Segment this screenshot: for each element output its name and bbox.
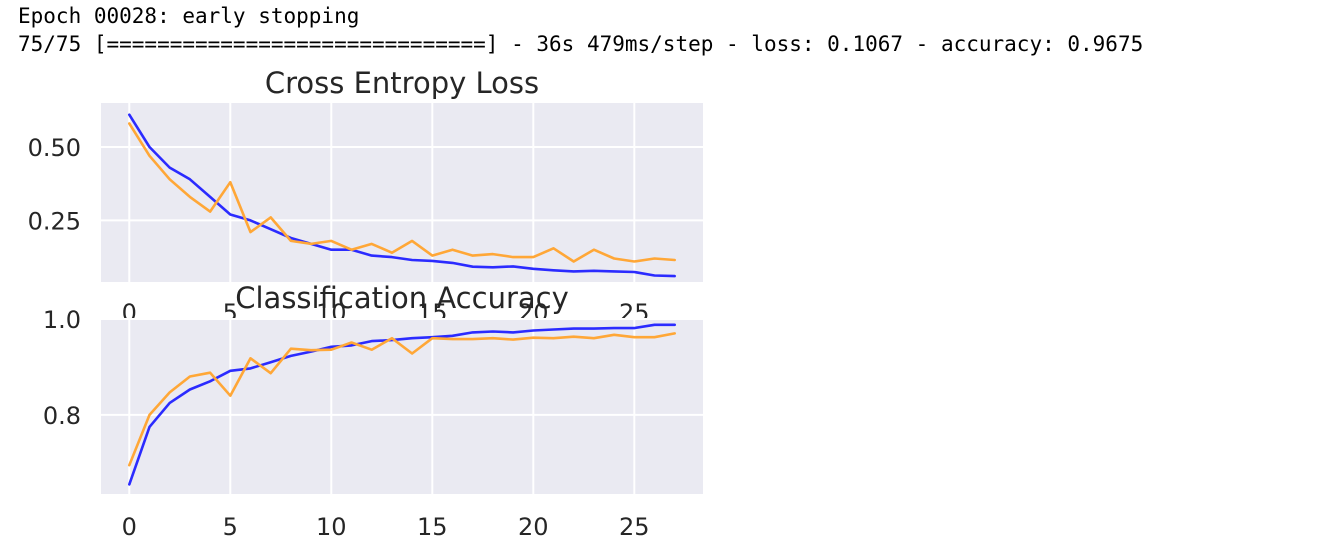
loss-y-tick-label: 0.25 (28, 207, 81, 235)
loss-chart: 0.25 0.50 Cross Entropy Loss (28, 66, 703, 282)
loss-plot-area (101, 103, 703, 282)
accuracy-x-tick-label: 25 (619, 513, 650, 541)
loss-series-train-line (128, 113, 677, 278)
accuracy-x-tick-label: 20 (518, 513, 549, 541)
accuracy-chart-title: Classification Accuracy (235, 281, 569, 315)
accuracy-x-tick-label: 10 (316, 513, 347, 541)
accuracy-chart: 0.8 1.0 Classification Accuracy (43, 281, 703, 494)
accuracy-x-tick-label: 0 (122, 513, 137, 541)
early-stopping-message: Epoch 00028: early stopping (18, 4, 360, 28)
accuracy-series-train-line (128, 323, 677, 486)
accuracy-plot-area (101, 319, 703, 494)
accuracy-y-tick-label: 1.0 (43, 306, 81, 334)
loss-series-validation-line (128, 122, 677, 263)
accuracy-x-tick-label: 15 (417, 513, 448, 541)
console-output: Epoch 00028: early stopping 75/75 [======… (18, 2, 1143, 58)
loss-y-tick-label: 0.50 (28, 134, 81, 162)
accuracy-x-tick-label: 5 (223, 513, 238, 541)
loss-chart-title: Cross Entropy Loss (265, 66, 539, 100)
accuracy-series-validation-line (128, 332, 677, 467)
training-progress-line: 75/75 [==============================] -… (18, 32, 1144, 56)
accuracy-y-tick-label: 0.8 (43, 402, 81, 430)
